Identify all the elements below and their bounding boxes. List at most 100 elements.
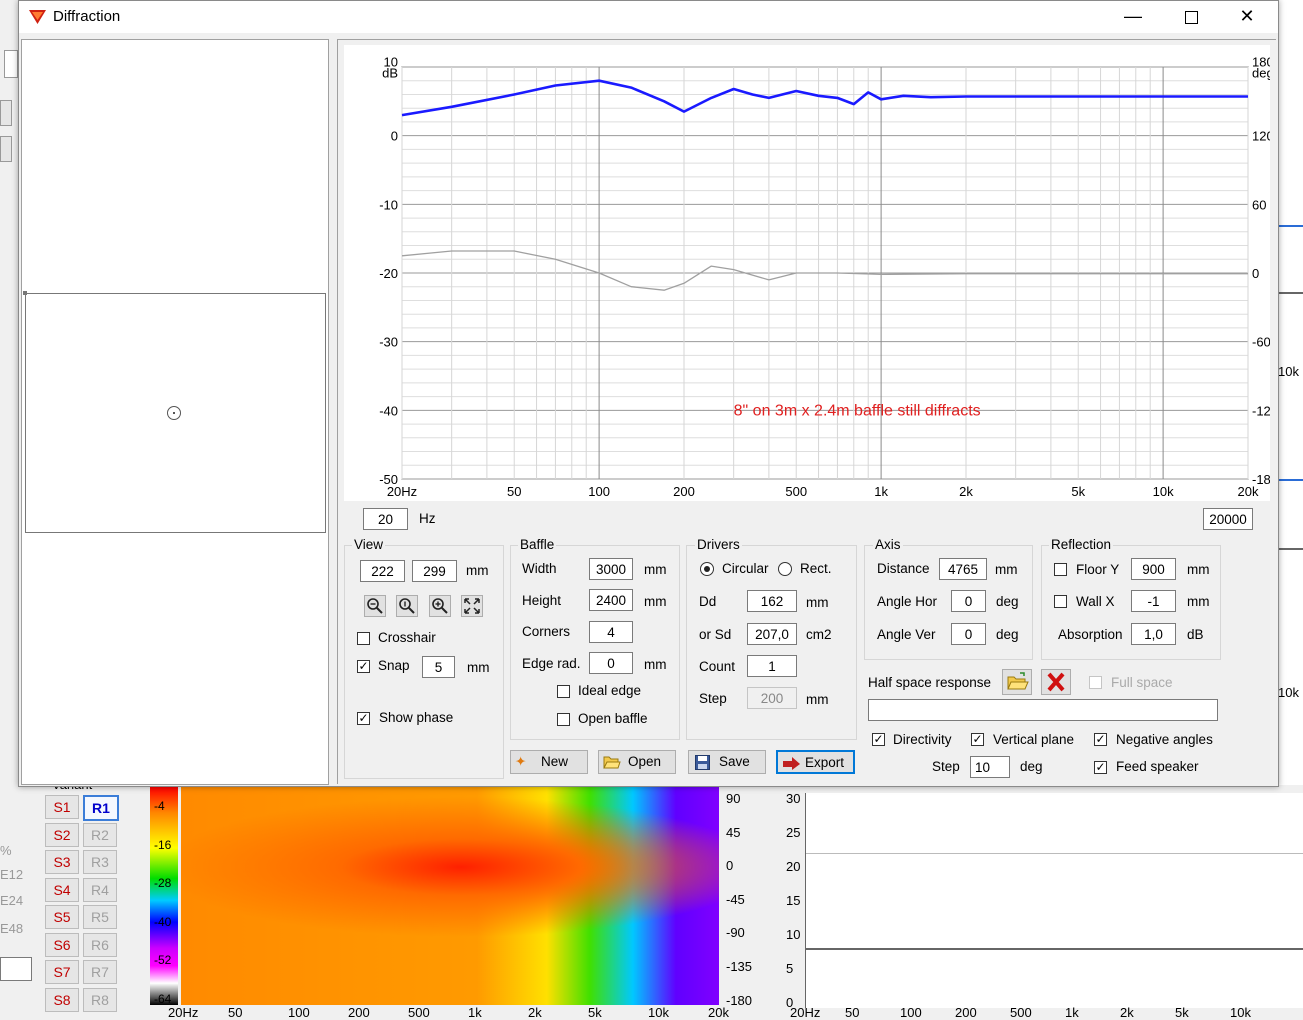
absorption-input[interactable]: 1,0 — [1131, 623, 1176, 645]
variant-s-button[interactable]: S2 — [45, 822, 79, 847]
dd-input[interactable]: 162 — [747, 590, 797, 612]
snap-checkbox[interactable]: ✓ — [357, 659, 370, 673]
variant-s-button[interactable]: S3 — [45, 850, 79, 874]
zoom-fit-button[interactable] — [461, 595, 483, 617]
colorbar — [150, 787, 178, 1005]
edge-radius-input[interactable]: 0 — [589, 652, 633, 674]
circular-radio[interactable] — [700, 562, 714, 576]
view-y-input[interactable]: 299 — [412, 560, 457, 582]
directivity-step-input[interactable]: 10 — [970, 756, 1010, 778]
y-left-tick-label: 0 — [391, 129, 398, 144]
window-title: Diffraction — [53, 8, 121, 25]
y-right-tick-label: 0 — [1252, 266, 1259, 281]
variant-r-button[interactable]: R7 — [83, 960, 117, 984]
reflection-group — [1041, 545, 1221, 660]
width-input[interactable]: 3000 — [589, 558, 633, 580]
x-tick-label: 50 — [507, 484, 521, 499]
x-tick-label: 200 — [673, 484, 695, 499]
save-button[interactable]: Save — [688, 750, 766, 774]
zoom-out-button[interactable] — [364, 595, 386, 617]
variant-r-button[interactable]: R3 — [83, 850, 117, 874]
step-input[interactable]: 200 — [747, 687, 797, 709]
open-baffle-checkbox[interactable] — [557, 713, 570, 726]
x-tick-label: 2k — [959, 484, 973, 499]
driver-marker[interactable] — [167, 406, 181, 420]
crosshair-checkbox[interactable] — [357, 632, 370, 645]
freq-min-input[interactable]: 20 — [363, 508, 408, 530]
variant-s-button[interactable]: S6 — [45, 932, 79, 957]
freq-max-input[interactable]: 20000 — [1203, 508, 1253, 530]
floor-input[interactable]: 900 — [1131, 558, 1176, 580]
rect-radio[interactable] — [778, 562, 792, 576]
sd-input[interactable]: 207,0 — [747, 623, 797, 645]
circular-label: Circular — [722, 561, 769, 576]
diffraction-window: Diffraction — ✕ 20Hz 50 100 200 500 1k 2k 5k 10k… — [18, 0, 1279, 787]
half-space-open-button[interactable] — [1002, 669, 1032, 695]
snap-input[interactable]: 5 — [422, 656, 455, 678]
variant-r-button[interactable]: R6 — [83, 932, 117, 957]
crosshair-label: Crosshair — [378, 630, 436, 645]
variant-r-button[interactable]: R2 — [83, 822, 117, 847]
bg-axis-label: 10k — [1278, 685, 1299, 700]
baffle-corner-handle[interactable] — [23, 291, 27, 295]
wall-checkbox[interactable] — [1054, 595, 1067, 608]
variant-s-button[interactable]: S8 — [45, 987, 79, 1012]
full-space-checkbox[interactable] — [1089, 676, 1102, 689]
half-space-label: Half space response — [868, 675, 992, 690]
frequency-response-chart[interactable]: 20Hz 50 100 200 500 1k 2k 5k 10k 20k 10 dB 0 -10 -20 -3… — [344, 45, 1278, 501]
close-button[interactable]: ✕ — [1218, 1, 1276, 33]
minimize-button[interactable]: — — [1104, 1, 1162, 33]
view-x-input[interactable]: 222 — [360, 560, 405, 582]
ideal-edge-checkbox[interactable] — [557, 685, 570, 698]
feed-speaker-checkbox[interactable]: ✓ — [1094, 760, 1107, 774]
height-input[interactable]: 2400 — [589, 589, 633, 611]
directivity-checkbox[interactable]: ✓ — [872, 732, 885, 746]
variant-r-button[interactable]: R4 — [83, 877, 117, 902]
polar-map — [181, 787, 719, 1005]
variant-r-button[interactable]: R8 — [83, 987, 117, 1012]
variant-s-button[interactable]: S5 — [45, 905, 79, 929]
variant-s-button[interactable]: S1 — [45, 795, 79, 819]
bg-side-label: E48 — [0, 921, 24, 936]
bg-line — [1278, 292, 1303, 294]
floor-checkbox[interactable] — [1054, 563, 1067, 576]
bg-control — [0, 136, 12, 162]
variant-r-button[interactable]: R1 — [83, 795, 119, 821]
vertical-plane-label: Vertical plane — [993, 732, 1075, 747]
maximize-button[interactable] — [1162, 1, 1220, 33]
count-input[interactable]: 1 — [747, 655, 797, 677]
show-phase-checkbox[interactable]: ✓ — [357, 711, 370, 725]
export-button[interactable]: Export — [776, 750, 855, 774]
half-space-clear-button[interactable] — [1041, 669, 1071, 695]
angle-hor-input[interactable]: 0 — [951, 590, 986, 612]
full-space-label: Full space — [1111, 675, 1173, 690]
zoom-1x-button[interactable] — [396, 595, 418, 617]
wall-input[interactable]: -1 — [1131, 590, 1176, 612]
view-title: View — [352, 537, 386, 552]
vertical-plane-checkbox[interactable]: ✓ — [971, 732, 984, 746]
negative-angles-checkbox[interactable]: ✓ — [1094, 732, 1107, 746]
zoom-in-button[interactable] — [429, 595, 451, 617]
new-button[interactable]: ✦ New — [510, 750, 588, 774]
half-space-path-input[interactable] — [868, 699, 1218, 721]
corners-input[interactable]: 4 — [589, 621, 633, 643]
y-left-tick-label: -40 — [379, 403, 398, 418]
baffle-outline[interactable] — [23, 291, 326, 533]
polar-map-y-tick: -180 — [726, 992, 753, 1008]
count-label: Count — [699, 659, 736, 674]
open-button[interactable]: Open — [598, 750, 676, 774]
angle-ver-input[interactable]: 0 — [951, 623, 986, 645]
secondary-chart — [805, 793, 1303, 1008]
y-left-tick-label: -20 — [379, 266, 398, 281]
variant-s-button[interactable]: S7 — [45, 960, 79, 984]
y-right-tick-label: 60 — [1252, 197, 1266, 212]
bg-input[interactable] — [0, 957, 32, 981]
wall-label: Wall X — [1076, 594, 1115, 609]
negative-angles-label: Negative angles — [1116, 732, 1213, 747]
variant-r-button[interactable]: R5 — [83, 905, 117, 929]
polar-map-y-tick: -135 — [726, 959, 753, 974]
distance-input[interactable]: 4765 — [939, 558, 987, 580]
variant-s-button[interactable]: S4 — [45, 877, 79, 902]
baffle-preview-panel[interactable] — [21, 39, 329, 785]
